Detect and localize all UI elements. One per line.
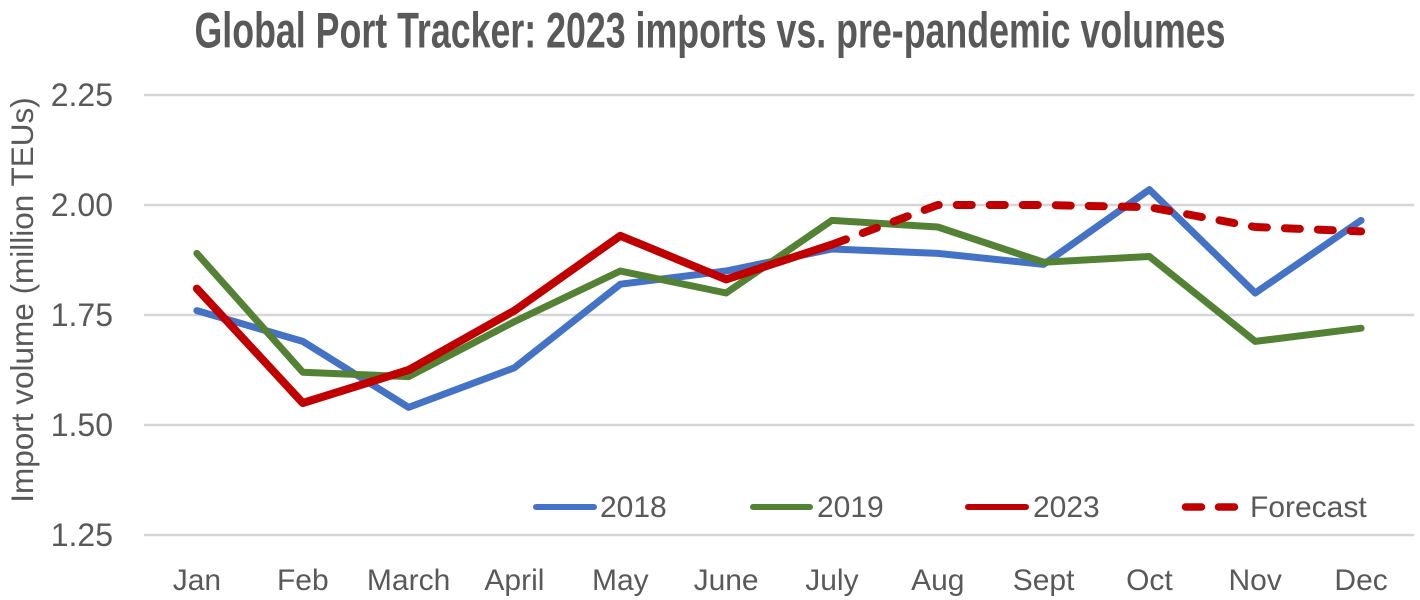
svg-text:Feb: Feb [277, 564, 329, 597]
svg-text:Sept: Sept [1013, 564, 1075, 597]
svg-text:Forecast: Forecast [1250, 491, 1367, 524]
svg-text:2019: 2019 [817, 491, 884, 524]
svg-text:Dec: Dec [1334, 564, 1387, 597]
svg-text:1.50: 1.50 [51, 407, 113, 443]
svg-text:March: March [367, 564, 450, 597]
svg-text:May: May [592, 564, 649, 597]
svg-text:1.25: 1.25 [51, 517, 113, 553]
svg-text:Aug: Aug [911, 564, 964, 597]
svg-text:2.00: 2.00 [51, 187, 113, 223]
svg-text:Global Port Tracker: 2023 impo: Global Port Tracker: 2023 imports vs. pr… [195, 3, 1226, 59]
svg-text:1.75: 1.75 [51, 297, 113, 333]
svg-text:Import volume (million TEUs): Import volume (million TEUs) [4, 97, 40, 503]
svg-text:Oct: Oct [1126, 564, 1173, 597]
svg-text:April: April [484, 564, 544, 597]
svg-text:July: July [805, 564, 858, 597]
svg-text:2023: 2023 [1033, 491, 1100, 524]
svg-text:2.25: 2.25 [51, 77, 113, 113]
svg-text:June: June [694, 564, 759, 597]
svg-text:2018: 2018 [600, 491, 667, 524]
svg-text:Nov: Nov [1229, 564, 1282, 597]
svg-text:Jan: Jan [173, 564, 221, 597]
